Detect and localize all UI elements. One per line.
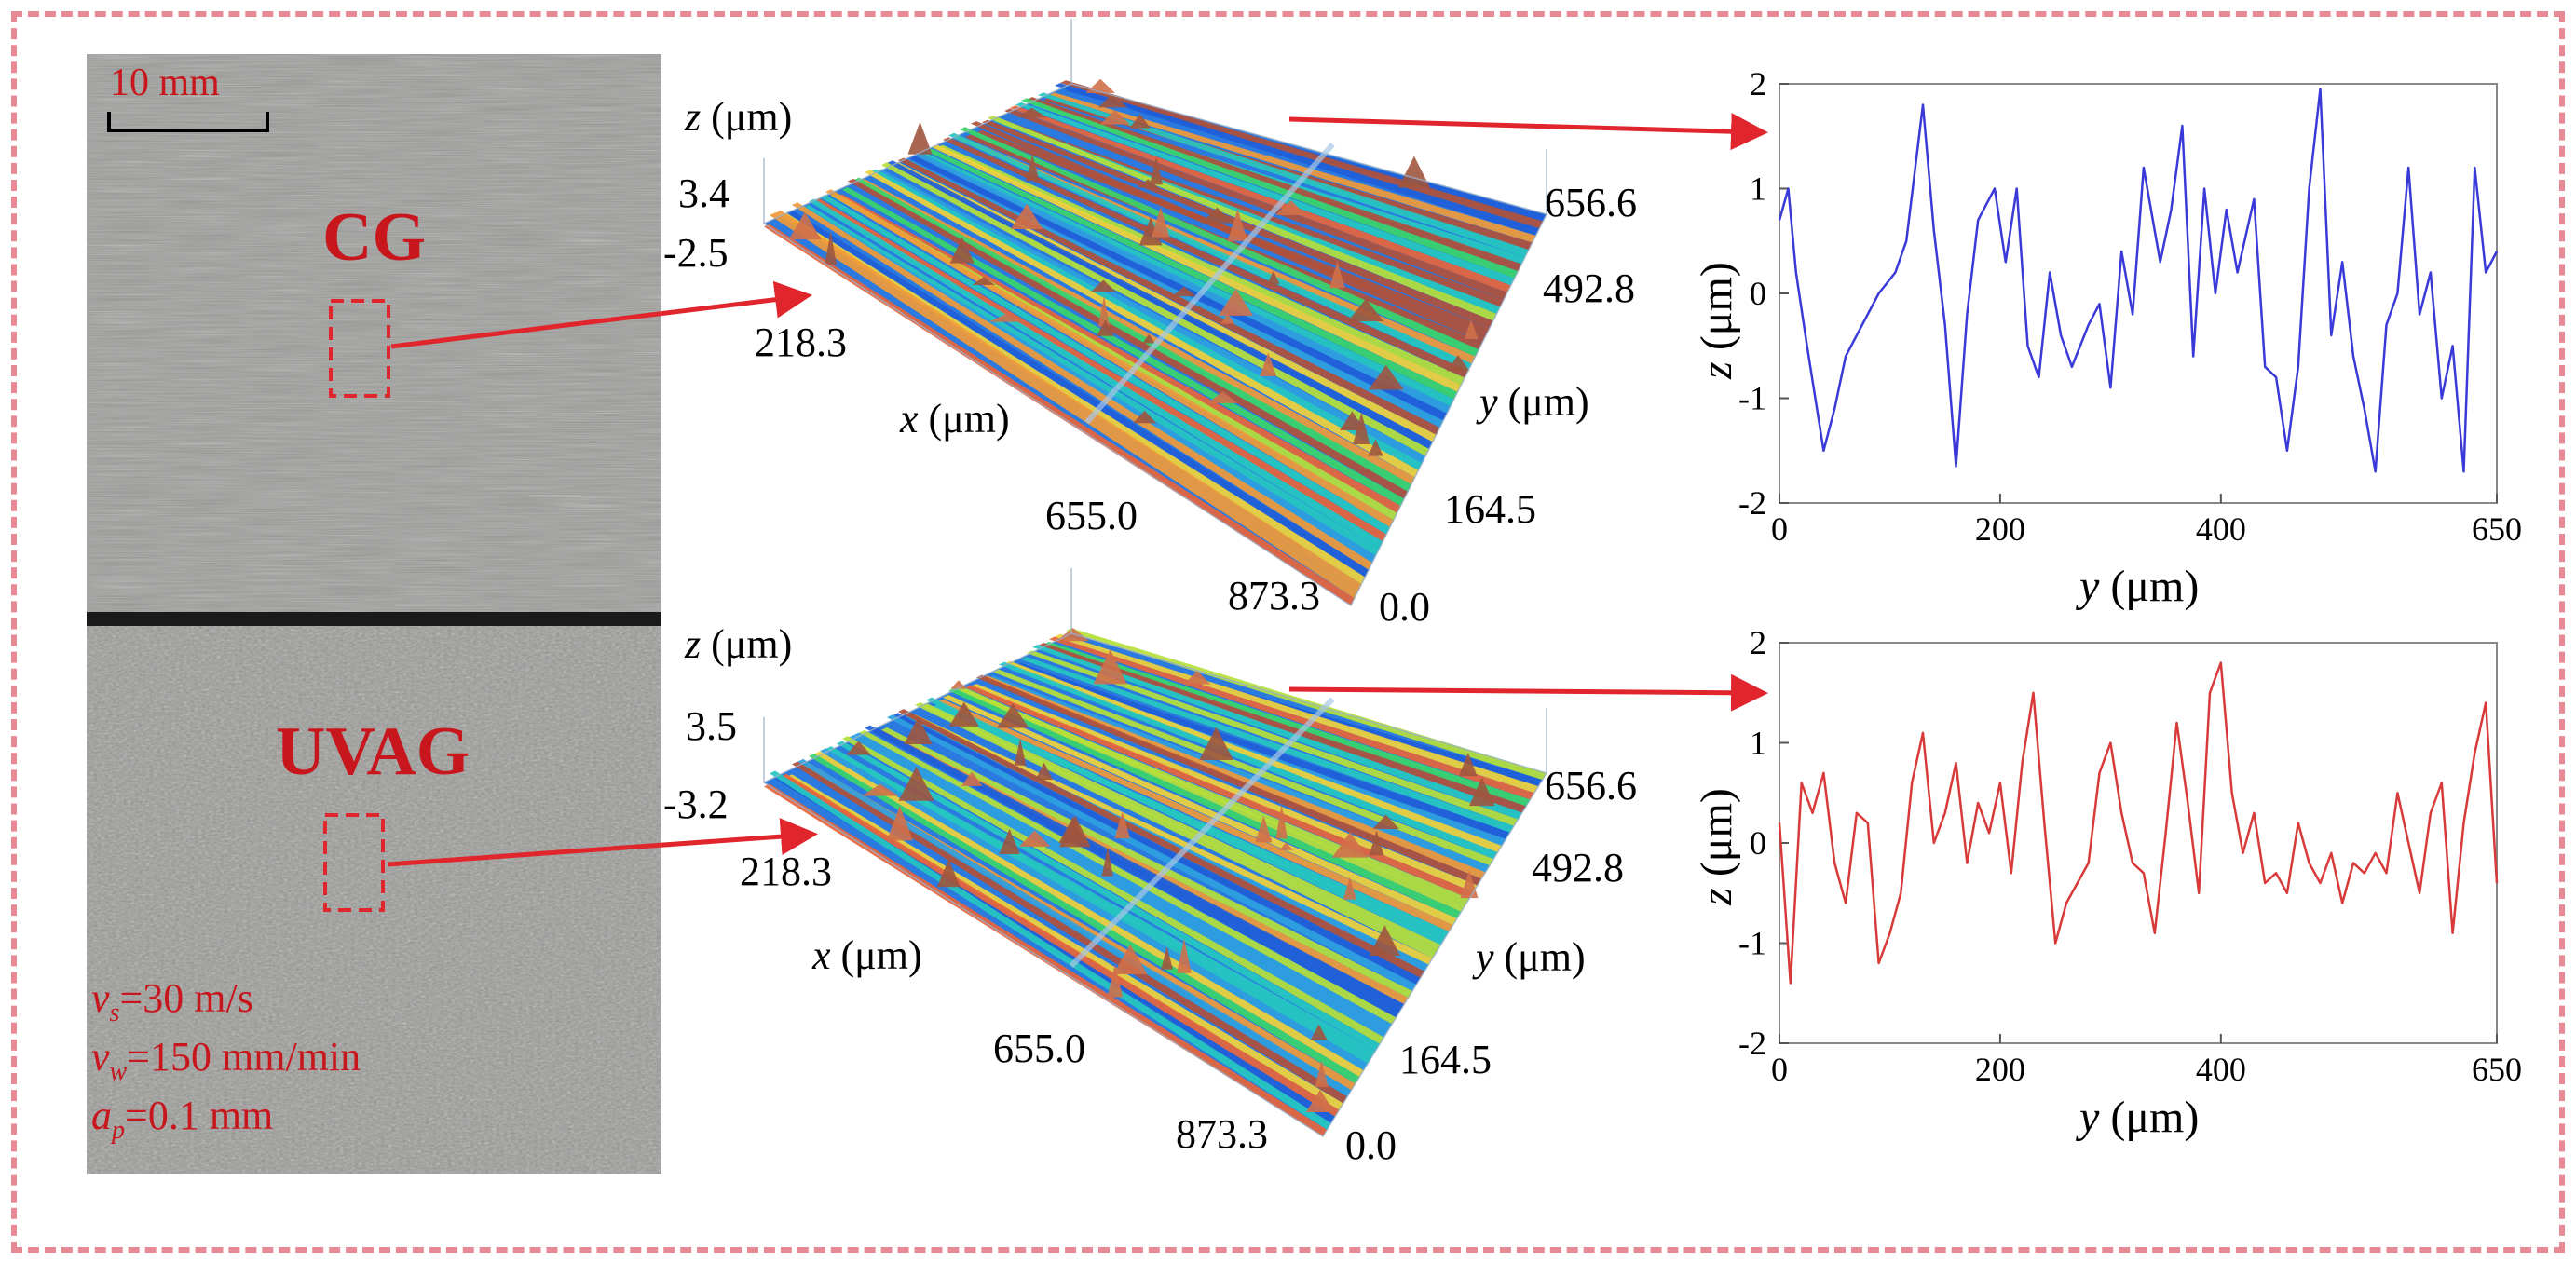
sample-photo	[87, 54, 661, 1174]
uvag-3d-x-sym: x	[812, 932, 831, 978]
uvag-3d-z-max: 3.5	[686, 703, 737, 749]
param-vs: vs=30 m/s	[91, 978, 253, 1026]
uvag-3d-x-axis-label: x (μm)	[812, 935, 922, 976]
uvag-3d-z-unit: (μm)	[701, 621, 793, 667]
uvag-region-box	[323, 813, 385, 912]
cg-profile-ylabel-unit: (μm)	[1691, 262, 1741, 362]
uvag-3d-y-tick: 164.5	[1399, 1037, 1492, 1082]
cg-3d-y-unit: (μm)	[1497, 379, 1589, 425]
cg-3d-x-axis-label: x (μm)	[900, 399, 1010, 440]
cg-3d-x-tick: 655.0	[1045, 493, 1138, 538]
cg-profile-xlabel: y (μm)	[2079, 564, 2199, 609]
uvag-3d-y-axis-label: y (μm)	[1476, 937, 1586, 978]
uvag-3d-y-tick: 656.6	[1545, 763, 1637, 809]
cg-profile-xlabel-sym: y	[2079, 562, 2100, 611]
dashed-frame	[11, 11, 2565, 1253]
param-vw-symbol: v	[91, 1034, 110, 1080]
uvag-3d-x-unit: (μm)	[830, 932, 922, 978]
uvag-profile-ylabel-sym: z	[1691, 888, 1741, 905]
cg-3d-x-tick: 873.3	[1228, 573, 1320, 618]
cg-3d-z-axis-label: z (μm)	[685, 97, 792, 138]
cg-profile-xlabel-unit: (μm)	[2099, 562, 2200, 611]
uvag-3d-x-tick: 218.3	[740, 849, 832, 894]
cg-profile-ylabel: z (μm)	[1691, 262, 1741, 379]
cg-3d-y-tick: 0.0	[1379, 584, 1430, 630]
param-vs-value: =30 m/s	[119, 975, 253, 1021]
param-ap-value: =0.1 mm	[125, 1093, 274, 1138]
param-vs-sub: s	[109, 998, 120, 1027]
param-vw-value: =150 mm/min	[127, 1034, 361, 1080]
uvag-profile-xlabel: y (μm)	[2079, 1095, 2199, 1140]
cg-3d-y-sym: y	[1479, 379, 1498, 425]
photo-divider	[87, 612, 661, 626]
cg-3d-z-unit: (μm)	[701, 94, 793, 140]
cg-3d-y-tick: 492.8	[1543, 265, 1635, 311]
uvag-profile-ylabel-unit: (μm)	[1691, 788, 1741, 889]
cg-3d-x-tick: 218.3	[755, 319, 847, 365]
cg-3d-z-min: -2.5	[663, 230, 729, 276]
scale-bar-label: 10 mm	[110, 61, 220, 104]
uvag-profile-ylabel: z (μm)	[1691, 788, 1741, 905]
uvag-3d-y-unit: (μm)	[1493, 934, 1586, 980]
cg-3d-y-tick: 164.5	[1444, 486, 1536, 532]
param-ap: ap=0.1 mm	[91, 1095, 273, 1144]
cg-3d-y-axis-label: y (μm)	[1479, 382, 1589, 423]
param-vw: vw=150 mm/min	[91, 1037, 361, 1085]
cg-region-box	[329, 299, 390, 398]
cg-label: CG	[322, 199, 426, 276]
param-ap-symbol: a	[91, 1093, 112, 1138]
cg-3d-y-tick: 656.6	[1545, 180, 1637, 225]
uvag-3d-z-min: -3.2	[663, 782, 729, 827]
uvag-label: UVAG	[276, 714, 470, 790]
param-vs-symbol: v	[91, 975, 110, 1021]
uvag-3d-z-sym: z	[685, 621, 702, 667]
uvag-3d-x-tick: 873.3	[1176, 1111, 1268, 1157]
uvag-3d-y-tick: 0.0	[1345, 1122, 1397, 1168]
cg-3d-z-sym: z	[685, 94, 702, 140]
uvag-3d-y-sym: y	[1476, 934, 1494, 980]
scale-bar	[107, 112, 269, 132]
param-ap-sub: p	[112, 1115, 125, 1145]
uvag-profile-xlabel-sym: y	[2079, 1093, 2100, 1142]
uvag-profile-xlabel-unit: (μm)	[2099, 1093, 2200, 1142]
param-vw-sub: w	[109, 1056, 128, 1086]
cg-3d-x-unit: (μm)	[918, 396, 1010, 442]
uvag-3d-y-tick: 492.8	[1532, 845, 1624, 890]
cg-3d-x-sym: x	[900, 396, 919, 442]
uvag-3d-z-axis-label: z (μm)	[685, 624, 792, 665]
cg-profile-ylabel-sym: z	[1691, 361, 1741, 379]
uvag-3d-x-tick: 655.0	[993, 1026, 1085, 1071]
cg-3d-z-max: 3.4	[678, 170, 729, 216]
